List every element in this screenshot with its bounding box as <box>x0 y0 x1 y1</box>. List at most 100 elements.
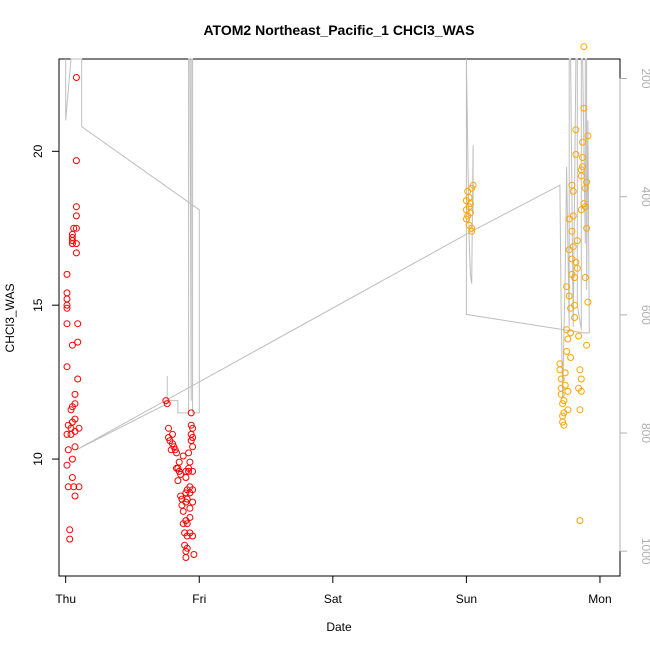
data-point <box>557 384 565 392</box>
data-point <box>577 387 585 395</box>
data-point <box>571 301 579 309</box>
data-point <box>189 467 197 475</box>
data-point <box>466 209 474 217</box>
data-point <box>189 532 197 540</box>
data-point <box>569 212 577 220</box>
data-point <box>557 390 565 398</box>
data-point <box>563 283 571 291</box>
data-point <box>183 495 191 503</box>
data-point <box>573 264 581 272</box>
data-point <box>468 224 476 232</box>
data-point <box>68 341 76 349</box>
data-point <box>63 461 71 469</box>
data-point <box>577 166 585 174</box>
data-point <box>72 224 80 232</box>
data-point <box>583 341 591 349</box>
y2-axis: 200 400 600 800 1000 <box>619 68 650 565</box>
plot-frame <box>58 58 621 577</box>
y-axis: 10 15 20 <box>31 144 60 466</box>
data-point <box>580 104 588 112</box>
data-point <box>572 150 580 158</box>
x-tick-label: Fri <box>192 592 206 606</box>
data-point <box>575 332 583 340</box>
data-point <box>557 375 565 383</box>
data-point <box>63 270 71 278</box>
data-point <box>190 551 198 558</box>
data-point <box>63 320 71 328</box>
data-point <box>182 554 190 561</box>
data-point <box>74 320 82 328</box>
data-point <box>178 501 186 509</box>
data-point <box>576 517 584 525</box>
data-point <box>579 138 587 146</box>
data-point <box>71 390 79 398</box>
data-point <box>75 424 83 432</box>
data-point <box>177 492 185 500</box>
data-point <box>177 470 185 478</box>
data-point <box>71 492 79 500</box>
data-point <box>72 249 80 257</box>
data-point <box>163 400 171 408</box>
y-tick-label: 20 <box>31 144 45 158</box>
data-point <box>174 477 182 485</box>
data-point <box>68 455 76 463</box>
data-point <box>466 200 474 208</box>
y2-tick-label: 1000 <box>639 538 650 565</box>
data-point <box>584 132 592 140</box>
track-line <box>65 58 590 451</box>
y2-tick-label: 800 <box>639 423 650 443</box>
data-point <box>556 366 564 374</box>
data-point <box>559 400 567 408</box>
data-point <box>68 234 76 241</box>
data-point <box>71 400 79 408</box>
data-point <box>183 520 191 528</box>
y-tick-label: 10 <box>31 452 45 466</box>
data-point <box>186 504 194 512</box>
x-axis: Thu Fri Sat Sun Mon <box>55 575 612 606</box>
data-point <box>569 243 577 251</box>
x-tick-label: Mon <box>588 592 611 606</box>
data-point <box>70 483 78 491</box>
data-point <box>581 203 589 211</box>
data-point <box>563 347 571 355</box>
data-point <box>72 203 80 211</box>
data-point <box>182 474 190 481</box>
data-point <box>162 397 170 405</box>
data-point <box>569 187 577 195</box>
data-point <box>572 126 580 134</box>
data-point <box>70 224 78 232</box>
data-point <box>63 301 71 309</box>
data-point <box>67 430 75 438</box>
data-point <box>579 154 587 161</box>
data-point <box>179 507 187 515</box>
data-point <box>63 430 71 438</box>
y2-tick-label: 600 <box>639 305 650 325</box>
data-point <box>72 157 80 165</box>
data-point <box>179 452 187 460</box>
data-point <box>189 434 197 441</box>
data-point <box>185 449 193 457</box>
data-point <box>561 381 569 389</box>
track-line-layer <box>65 58 590 451</box>
data-point <box>64 446 72 454</box>
x-axis-label: Date <box>326 620 352 634</box>
data-point <box>577 375 585 383</box>
data-point <box>576 366 584 374</box>
data-point <box>71 427 79 435</box>
data-point <box>66 526 74 534</box>
data-point <box>66 535 74 543</box>
data-point <box>189 498 197 506</box>
y2-tick-label: 200 <box>639 68 650 88</box>
data-point <box>583 178 591 186</box>
data-point <box>567 354 575 361</box>
data-point <box>63 289 71 297</box>
data-point <box>564 335 572 343</box>
x-tick-label: Thu <box>55 592 76 606</box>
data-point <box>560 397 568 405</box>
data-point <box>576 406 584 414</box>
data-point <box>189 486 197 494</box>
data-point <box>469 181 477 189</box>
data-point <box>175 458 183 466</box>
data-point <box>186 514 194 521</box>
data-point <box>579 163 587 171</box>
